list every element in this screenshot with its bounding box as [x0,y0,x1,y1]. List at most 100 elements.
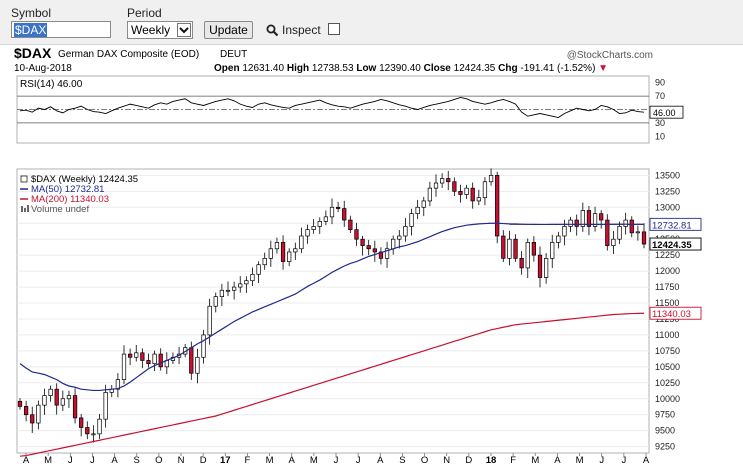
symbol-label: Symbol [11,6,52,20]
candle-body [617,226,622,240]
x-tick-label: S [134,455,140,466]
period-label: Period [127,6,162,20]
candle-body [317,220,322,227]
candle-body [293,248,298,253]
candle-body [195,356,200,374]
candle-body [495,175,500,237]
candle-body [329,206,335,218]
candle-body [574,219,579,227]
x-tick-label: F [245,455,251,466]
volume-swatch-icon [27,205,29,212]
rsi-tick-label: 30 [655,118,665,128]
candle-body [66,395,72,400]
candle-body [60,398,65,406]
candle-body [605,219,610,246]
candle-body [140,352,145,361]
candle-body [543,257,549,278]
volume-swatch-icon [21,206,23,212]
inspect-checkbox[interactable] [328,23,340,35]
price-tick-label: 9500 [655,426,675,436]
price-tag-text: 11340.03 [652,309,691,320]
candle-body [384,248,390,259]
candle-body [354,229,359,240]
price-tick-label: 12000 [655,266,680,276]
candle-swatch-icon [20,175,28,183]
price-tick-label: 13500 [655,170,680,180]
candle-body [641,231,647,245]
rsi-line [19,96,645,119]
legend-entry: $DAX (Weekly) 12424.35 [31,174,138,185]
candle-body [360,238,365,246]
x-tick-label: M [310,455,318,466]
candle-body [219,289,225,297]
stockcharts-watermark: @StockCharts.com [567,50,653,61]
candle-body [54,388,59,406]
x-axis: A M J J A S O N D 17 F M A M J J A S O N D 18 F M A M J J A [23,453,650,466]
legend-entry: MA(50) 12732.81 [31,184,104,195]
price-tag-text: 12424.35 [652,240,692,251]
x-tick-label: A [23,455,30,466]
x-tick-label: A [377,455,384,466]
candle-body [470,187,475,202]
candle-body [562,226,567,237]
candle-body [556,235,561,243]
candle-body [231,286,237,291]
candle-body [207,305,212,336]
x-tick-label: N [443,455,450,466]
update-button[interactable]: Update [204,21,253,39]
candle-body [201,334,206,358]
symbol-input-value: $DAX [14,23,48,37]
candle-body [36,404,41,424]
x-tick-label: A [643,455,650,466]
x-tick-label: D [200,455,207,466]
price-tag-text: 12732.81 [652,220,692,231]
x-tick-label: 18 [486,455,497,466]
candle-body [287,251,292,262]
candle-body [250,273,255,282]
x-tick-label: A [289,455,296,466]
price-tick-label: 10250 [655,378,680,388]
candle-body [23,406,29,416]
chevron-down-icon[interactable] [177,23,191,37]
candle-body [311,226,316,230]
price-tag [649,217,702,231]
candle-body [103,392,108,420]
period-select-value: Weekly [131,23,171,37]
price-tick-label: 13250 [655,186,680,196]
candle-body [580,210,585,227]
candle-body [42,395,47,406]
candle-body [85,427,90,435]
candle-body [488,175,494,183]
price-tick-label: 11000 [655,330,679,340]
candle-body [433,182,439,189]
candle-body [48,388,53,396]
x-tick-label: A [554,455,561,466]
magnifier-icon[interactable] [266,24,279,42]
candle-body [17,400,23,407]
x-tick-label: M [44,455,52,466]
candle-body [378,251,384,259]
price-tick-label: 9250 [655,442,675,452]
candle-body [629,219,634,234]
candle-body [519,257,524,269]
x-tick-label: O [155,455,162,466]
header-symbol: $DAX [14,45,52,61]
x-tick-label: N [178,455,185,466]
candle-body [599,213,604,221]
x-tick-label: J [621,455,626,466]
period-select[interactable]: Weekly [127,21,193,39]
change-down-icon: ▼ [595,63,608,74]
x-tick-label: O [421,455,428,466]
ohlc-label: Open [214,63,242,74]
x-tick-label: S [399,455,405,466]
x-tick-label: M [266,455,274,466]
x-tick-label: M [531,455,539,466]
volume-swatch-icon [24,208,26,212]
candle-body [550,242,555,259]
candle-body [72,395,78,419]
x-tick-label: J [599,455,604,466]
price-tag [649,237,702,251]
candle-body [30,414,35,424]
symbol-input[interactable]: $DAX [11,21,111,38]
